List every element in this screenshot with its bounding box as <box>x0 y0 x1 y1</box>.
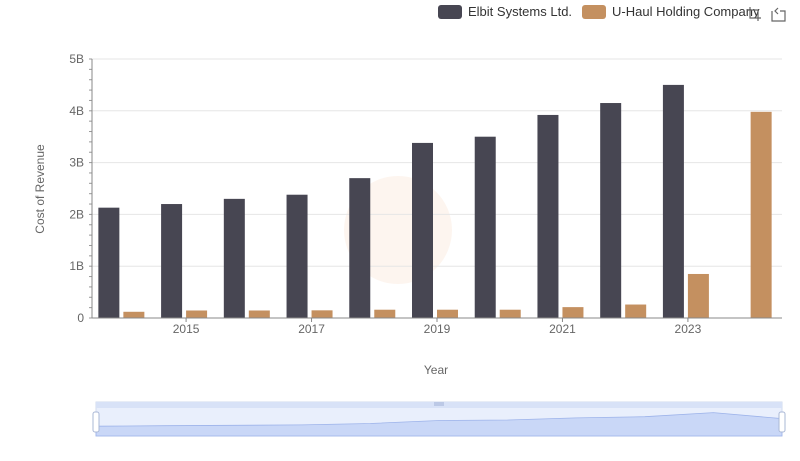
bar-uhaul-2024[interactable] <box>750 111 772 318</box>
bar-uhaul-2018[interactable] <box>374 309 396 318</box>
datazoom-preview-area <box>95 412 783 437</box>
bar-uhaul-2022[interactable] <box>625 304 647 318</box>
bar-elbit-2022[interactable] <box>600 103 622 318</box>
bar-elbit-2021[interactable] <box>537 114 559 318</box>
x-tick-label: 2017 <box>298 322 325 336</box>
y-tick-label: 3B <box>69 156 84 170</box>
bar-elbit-2016[interactable] <box>223 198 245 318</box>
legend-label-uhaul: U-Haul Holding Company <box>612 4 760 19</box>
legend-item-uhaul[interactable]: U-Haul Holding Company <box>582 4 759 19</box>
x-tick-labels: 2015 2017 2019 2021 2023 <box>173 318 702 336</box>
legend: Elbit Systems Ltd. U-Haul Holding Compan… <box>438 4 759 19</box>
bar-uhaul-2014[interactable] <box>123 311 145 318</box>
datazoom-left-handle[interactable] <box>92 411 100 433</box>
bar-elbit-2020[interactable] <box>474 136 496 318</box>
datazoom-grip[interactable] <box>434 402 444 406</box>
y-tick-label: 1B <box>69 259 84 273</box>
bar-uhaul-2016[interactable] <box>248 310 270 318</box>
legend-swatch-uhaul <box>582 4 607 19</box>
y-axis-label: Cost of Revenue <box>33 144 47 234</box>
bar-elbit-2017[interactable] <box>286 194 308 318</box>
y-tick-label: 2B <box>69 207 84 221</box>
y-minor-ticks <box>89 58 92 319</box>
bar-elbit-2023[interactable] <box>662 84 684 319</box>
bar-uhaul-2019[interactable] <box>437 309 458 318</box>
bars <box>98 84 772 319</box>
bar-uhaul-2020[interactable] <box>499 309 521 318</box>
bar-uhaul-2021[interactable] <box>562 307 584 318</box>
x-tick-label: 2021 <box>549 322 576 336</box>
legend-label-elbit: Elbit Systems Ltd. <box>468 4 573 19</box>
toolbox <box>746 6 786 22</box>
y-tick-label: 0 <box>77 311 84 325</box>
legend-item-elbit[interactable]: Elbit Systems Ltd. <box>438 4 572 19</box>
legend-swatch-elbit <box>438 4 462 19</box>
x-axis-label: Year <box>424 363 448 377</box>
y-tick-labels: 0 1B 2B 3B 4B 5B <box>69 52 84 325</box>
datazoom-slider[interactable] <box>92 401 786 437</box>
datazoom-right-handle[interactable] <box>778 411 786 433</box>
restore-icon[interactable] <box>770 6 786 22</box>
x-tick-label: 2023 <box>675 322 702 336</box>
bar-elbit-2015[interactable] <box>161 204 183 318</box>
y-tick-label: 5B <box>69 52 84 66</box>
bar-uhaul-2023[interactable] <box>687 273 709 318</box>
bar-elbit-2014[interactable] <box>98 207 120 318</box>
bar-elbit-2019[interactable] <box>412 142 433 318</box>
y-tick-label: 4B <box>69 104 84 118</box>
bar-uhaul-2015[interactable] <box>186 310 208 318</box>
x-tick-label: 2019 <box>424 322 451 336</box>
bar-uhaul-2017[interactable] <box>311 310 333 318</box>
x-tick-label: 2015 <box>173 322 200 336</box>
zoom-icon[interactable] <box>746 6 762 22</box>
bar-elbit-2018[interactable] <box>349 178 371 318</box>
